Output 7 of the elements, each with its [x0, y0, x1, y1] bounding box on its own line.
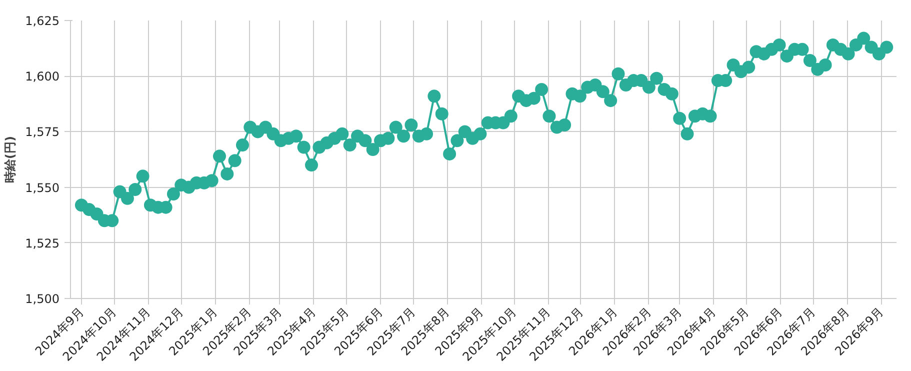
y-tick-label: 1,600: [25, 70, 60, 84]
y-tick-label: 1,625: [25, 14, 60, 28]
y-axis-title: 時給(円): [3, 136, 18, 183]
y-tick-label: 1,500: [25, 292, 60, 306]
y-tick-label: 1,575: [25, 125, 60, 140]
y-tick-label: 1,550: [25, 180, 60, 195]
y-tick-label: 1,525: [25, 236, 60, 250]
